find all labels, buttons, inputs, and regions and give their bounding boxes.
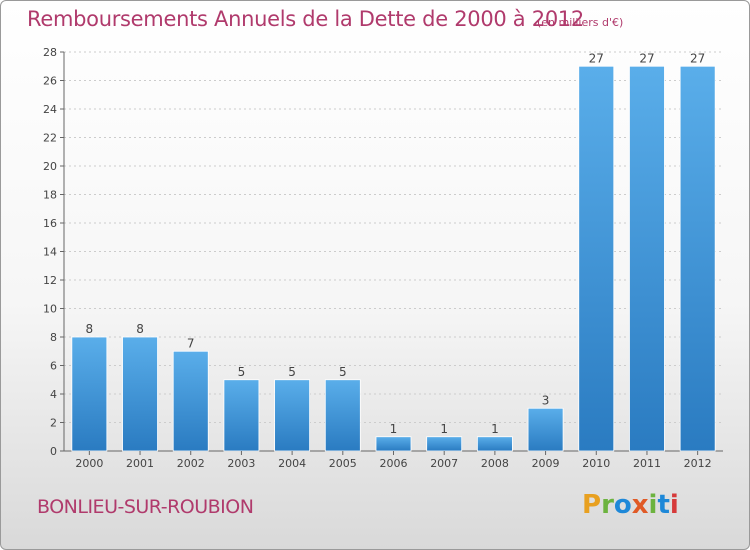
y-tick-label: 18 <box>43 189 57 202</box>
y-tick-label: 26 <box>43 75 57 88</box>
y-tick-label: 6 <box>50 360 57 373</box>
x-tick-label: 2000 <box>75 457 103 470</box>
bar-value-label: 1 <box>491 422 499 436</box>
bar <box>71 336 108 452</box>
chart-title: Remboursements Annuels de la Dette de 20… <box>27 7 584 31</box>
x-tick-label: 2006 <box>380 457 408 470</box>
y-tick-label: 28 <box>43 46 57 59</box>
bar-value-label: 5 <box>339 365 347 379</box>
y-tick-label: 22 <box>43 132 57 145</box>
bar <box>122 336 158 452</box>
bar-value-label: 5 <box>238 365 246 379</box>
bar <box>527 407 564 452</box>
bar-value-label: 8 <box>136 322 144 336</box>
proxiti-logo: Proxiti <box>582 490 692 524</box>
bar-value-label: 27 <box>690 51 705 65</box>
bar <box>426 436 463 452</box>
logo-letter: x <box>631 490 649 520</box>
x-tick-label: 2005 <box>329 457 357 470</box>
bar-value-label: 8 <box>86 322 94 336</box>
x-tick-label: 2012 <box>684 457 712 470</box>
bar <box>223 379 260 452</box>
logo-letter: i <box>648 490 658 520</box>
x-tick-label: 2010 <box>582 457 610 470</box>
x-tick-label: 2002 <box>177 457 205 470</box>
y-tick-label: 4 <box>50 388 57 401</box>
y-tick-label: 8 <box>50 331 57 344</box>
unit-note: (en milliers d'€) <box>537 16 624 29</box>
bar-value-label: 27 <box>639 51 654 65</box>
y-tick-label: 16 <box>43 217 57 230</box>
bar <box>679 65 716 452</box>
x-tick-label: 2011 <box>633 457 661 470</box>
x-tick-label: 2004 <box>278 457 306 470</box>
bar <box>476 436 513 452</box>
bar <box>172 350 209 452</box>
commune-name: BONLIEU-SUR-ROUBION <box>37 496 254 518</box>
bar <box>324 379 361 452</box>
x-tick-label: 2008 <box>481 457 509 470</box>
bar-value-label: 1 <box>440 422 448 436</box>
y-tick-label: 2 <box>50 417 57 430</box>
bar-value-label: 27 <box>589 51 604 65</box>
logo-letter: P <box>582 490 602 520</box>
logo-letter: i <box>669 490 679 520</box>
y-tick-label: 14 <box>43 246 57 259</box>
y-tick-label: 20 <box>43 160 57 173</box>
y-tick-label: 10 <box>43 303 57 316</box>
y-tick-label: 12 <box>43 274 57 287</box>
bar-value-label: 1 <box>390 422 398 436</box>
x-tick-label: 2007 <box>430 457 458 470</box>
bar <box>274 379 311 452</box>
bar <box>375 436 412 452</box>
bar-value-label: 7 <box>187 336 195 350</box>
x-tick-label: 2001 <box>126 457 154 470</box>
logo-letter: o <box>613 490 632 520</box>
bar <box>629 65 665 452</box>
logo-letter: t <box>657 490 670 520</box>
logo-letter: r <box>601 490 614 520</box>
y-tick-label: 0 <box>50 445 57 458</box>
x-tick-label: 2003 <box>227 457 255 470</box>
bar <box>578 65 615 452</box>
x-tick-label: 2009 <box>532 457 560 470</box>
bar-value-label: 5 <box>288 365 296 379</box>
y-tick-label: 24 <box>43 103 57 116</box>
bar-value-label: 3 <box>542 393 550 407</box>
